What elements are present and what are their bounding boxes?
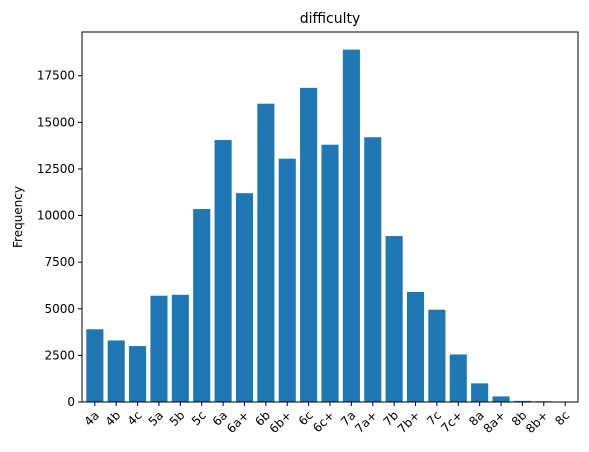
bar-6a (214, 140, 232, 403)
bar-4b (107, 340, 125, 402)
bar-4a (86, 329, 104, 402)
bar-6b (257, 103, 275, 402)
x-tick-label: 7c+ (438, 408, 465, 435)
y-axis: 0 2500 5000 7500 10000 12500 15000 17500 (37, 69, 82, 409)
x-tick-label: 4a (81, 408, 102, 429)
bars-group (86, 49, 574, 403)
bar-7b+ (406, 292, 425, 402)
bar-7a (342, 49, 360, 403)
x-tick-label: 6c+ (310, 408, 337, 435)
bar-7c (428, 309, 446, 402)
bar-8a (471, 383, 489, 402)
y-tick-label: 10000 (37, 209, 75, 223)
bar-6c (300, 87, 318, 402)
bar-5b (171, 294, 189, 402)
x-tick-label: 8b+ (523, 408, 551, 436)
bar-7a+ (364, 137, 382, 402)
x-tick-label: 5b (167, 408, 188, 429)
bar-6a+ (235, 193, 254, 402)
bar-7c+ (449, 354, 467, 402)
x-tick-label: 6a+ (224, 408, 252, 436)
bar-5a (150, 295, 168, 402)
x-tick-label: 6b+ (267, 408, 295, 436)
x-tick-label: 7b+ (395, 408, 423, 436)
bar-5c (193, 209, 211, 402)
y-tick-label: 17500 (37, 69, 75, 83)
x-tick-label: 5c (189, 408, 209, 428)
y-tick-label: 2500 (44, 348, 75, 362)
x-tick-label: 7a+ (352, 408, 380, 436)
plot-frame (81, 31, 579, 403)
bar-8a+ (492, 396, 510, 402)
bar-6c+ (321, 144, 339, 402)
y-tick-label: 15000 (37, 115, 75, 129)
x-tick-label: 5a (146, 408, 167, 429)
bar-8b (513, 400, 531, 402)
x-tick-label: 8a+ (481, 408, 509, 436)
y-tick-label: 5000 (44, 302, 75, 316)
bar-4c (129, 346, 147, 402)
chart-title: difficulty (300, 11, 361, 27)
y-tick-label: 7500 (44, 255, 75, 269)
y-tick-label: 0 (67, 395, 75, 409)
bar-6b+ (278, 158, 296, 402)
bar-7b (385, 236, 403, 402)
x-tick-label: 4b (103, 408, 124, 429)
y-axis-label: Frequency (11, 186, 25, 248)
x-tick-label: 4c (125, 408, 145, 428)
x-tick-label: 8c (552, 408, 572, 428)
y-tick-label: 12500 (37, 162, 75, 176)
